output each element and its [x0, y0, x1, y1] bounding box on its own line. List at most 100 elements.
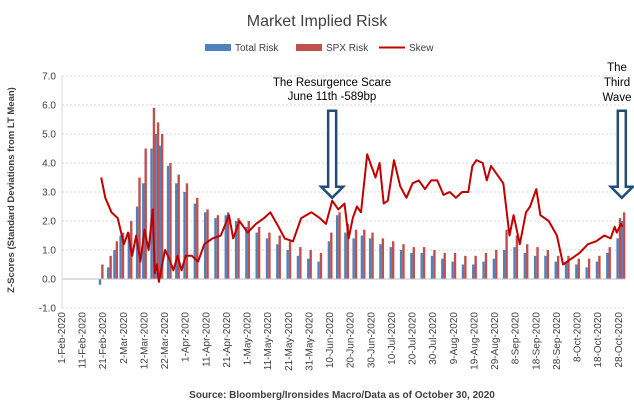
skew-series — [100, 153, 624, 283]
legend-label-total-risk: Total Risk — [235, 43, 279, 54]
annotation-third-wave-label: The Third Wave — [603, 62, 632, 104]
bar-total-risk — [585, 267, 588, 279]
annotation-line: June 11th -589bp — [288, 91, 377, 103]
bar-total-risk — [113, 250, 116, 279]
bar-total-risk — [461, 264, 465, 279]
x-tick-label: 8-Oct-2020 — [573, 312, 584, 362]
annotation-line: The — [607, 62, 627, 74]
bar-total-risk — [224, 215, 227, 279]
x-tick-label: 10-Jun-2020 — [325, 312, 336, 369]
bar-spx-risk — [138, 177, 141, 279]
x-tick-label: 1-Feb-2020 — [57, 312, 68, 364]
x-tick-label: 28-Oct-2020 — [614, 312, 625, 368]
x-tick-label: 18-Sep-2020 — [531, 312, 542, 370]
bar-total-risk — [379, 244, 382, 279]
x-tick-label: 28-Sep-2020 — [552, 312, 563, 370]
x-tick-label: 21-Apr-2020 — [222, 312, 233, 368]
bar-spx-risk — [598, 255, 601, 279]
bar-spx-risk — [185, 183, 189, 279]
bar-total-risk — [119, 235, 122, 279]
bar-total-risk — [420, 252, 423, 279]
x-tick-label: 11-Apr-2020 — [201, 312, 212, 367]
x-tick-label: 20-Jul-2020 — [408, 312, 419, 365]
x-tick-label: 1-Apr-2020 — [181, 312, 192, 362]
y-tick-label: 3.0 — [42, 188, 56, 199]
bar-total-risk — [142, 183, 145, 279]
bar-spx-risk — [391, 241, 395, 279]
bar-total-risk — [410, 252, 413, 279]
bar-spx-risk — [109, 255, 112, 279]
bar-total-risk — [245, 226, 248, 279]
bar-total-risk — [575, 264, 578, 279]
x-tick-label: 20-Jun-2020 — [346, 312, 357, 369]
bar-spx-risk — [115, 241, 119, 279]
bar-spx-risk — [152, 107, 156, 280]
bar-total-risk — [307, 258, 310, 279]
bar-spx-risk — [443, 252, 446, 279]
bar-spx-risk — [484, 252, 488, 279]
bar-total-risk — [317, 261, 320, 279]
bar-spx-risk — [299, 247, 302, 279]
bar-total-risk — [344, 232, 347, 279]
annotation-line: The Resurgence Scare — [273, 77, 391, 89]
arrow-down-icon — [607, 109, 634, 200]
bar-total-risk — [554, 261, 557, 279]
legend-label-spx-risk: SPX Risk — [326, 43, 369, 54]
legend-swatch-spx-risk — [296, 44, 322, 51]
x-axis-ticks: 1-Feb-2020 11-Feb-2020 21-Feb-2020 2-Mar-20… — [57, 312, 625, 371]
bar-total-risk — [296, 255, 300, 279]
y-axis-label: Z-Scores (Standard Deviations from LT Me… — [6, 87, 17, 293]
bar-spx-risk — [546, 250, 550, 279]
bar-spx-risk — [278, 235, 281, 279]
x-tick-label: 9-Aug-2020 — [449, 312, 460, 365]
bar-spx-risk — [474, 255, 477, 279]
bar-total-risk — [451, 261, 454, 279]
legend-swatch-total-risk — [205, 44, 231, 51]
bar-spx-risk — [587, 258, 591, 279]
bar-total-risk — [360, 235, 364, 279]
bar-spx-risk — [177, 174, 180, 279]
annotations: The Resurgence Scare June 11th -589bp The T… — [273, 62, 634, 200]
bar-total-risk — [502, 250, 506, 279]
bar-spx-risk — [268, 232, 271, 279]
x-tick-label: 29-Aug-2020 — [490, 312, 501, 370]
annotation-line: Third — [604, 77, 630, 89]
bar-total-risk — [234, 221, 238, 279]
chart-title: Market Implied Risk — [247, 13, 388, 30]
bar-spx-risk — [363, 229, 366, 279]
x-tick-label: 18-Oct-2020 — [593, 312, 604, 368]
bar-total-risk — [175, 183, 178, 279]
bar-total-risk — [183, 192, 186, 279]
bar-spx-risk — [556, 255, 560, 279]
y-tick-label: 0.0 — [42, 275, 56, 286]
bar-spx-risk — [505, 229, 508, 279]
bar-total-risk — [335, 215, 339, 279]
bar-total-risk — [620, 221, 623, 279]
bar-spx-risk — [515, 235, 519, 279]
bar-total-risk — [492, 258, 496, 279]
bar-total-risk — [107, 267, 110, 279]
y-tick-label: 2.0 — [42, 217, 56, 228]
bar-total-risk — [441, 258, 444, 279]
bar-spx-risk — [464, 255, 467, 279]
bar-spx-risk — [160, 134, 164, 279]
bar-spx-risk — [526, 244, 529, 279]
bar-spx-risk — [577, 258, 580, 279]
bar-total-risk — [286, 250, 289, 279]
bar-spx-risk — [412, 247, 415, 279]
bar-spx-risk — [354, 229, 358, 279]
bar-spx-risk — [156, 122, 160, 280]
bar-total-risk — [154, 134, 157, 279]
bar-total-risk — [276, 244, 279, 279]
x-tick-label: 31-May-2020 — [304, 312, 315, 371]
x-tick-label: 8-Sep-2020 — [511, 312, 522, 365]
y-tick-label: -1.0 — [39, 304, 57, 315]
bar-spx-risk — [288, 241, 292, 279]
bar-spx-risk — [402, 244, 405, 279]
bar-spx-risk — [338, 212, 341, 279]
legend-label-skew: Skew — [409, 43, 434, 54]
bar-total-risk — [482, 261, 485, 279]
bar-total-risk — [203, 212, 207, 279]
bar-spx-risk — [247, 221, 251, 279]
